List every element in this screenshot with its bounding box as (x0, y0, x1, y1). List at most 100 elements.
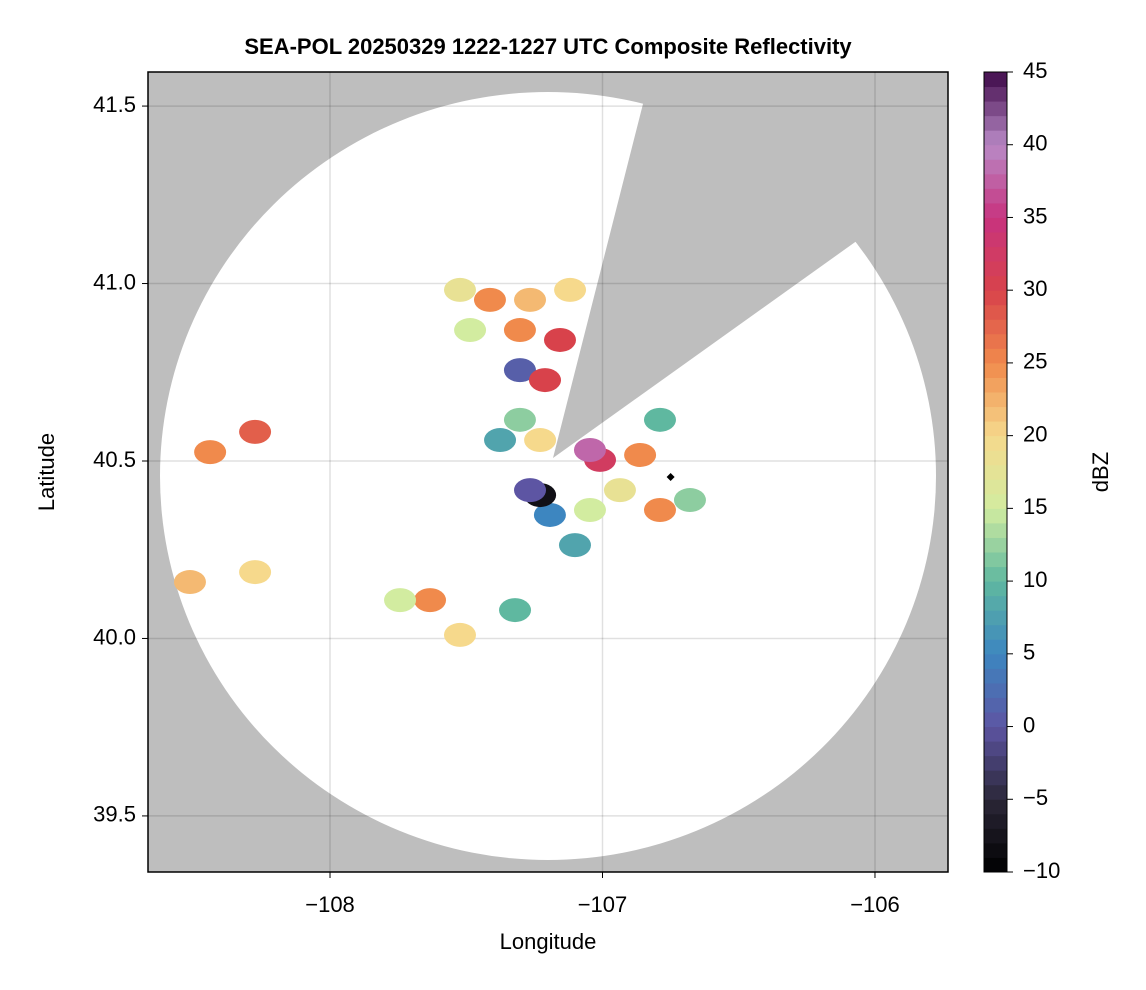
echo-cell (524, 428, 557, 453)
colorbar-tick-label: 30 (1023, 276, 1047, 301)
colorbar-tick-label: −5 (1023, 785, 1048, 810)
echo-cell (603, 478, 636, 503)
echo-cell (384, 588, 417, 613)
colorbar-tick-label: 25 (1023, 349, 1047, 374)
echo-cell (503, 358, 536, 383)
colorbar-tick-label: 35 (1023, 203, 1047, 228)
colorbar-tick-label: 0 (1023, 712, 1035, 737)
colorbar-swatch (984, 202, 1007, 218)
echo-cell (558, 533, 591, 558)
y-tick-label: 41.5 (93, 92, 136, 117)
colorbar-swatch (984, 159, 1007, 175)
y-tick-label: 39.5 (93, 802, 136, 827)
colorbar-swatch (984, 755, 1007, 771)
colorbar-swatch (984, 348, 1007, 364)
colorbar-swatch (984, 406, 1007, 422)
echo-cell (514, 287, 547, 312)
echo-cell (173, 570, 206, 595)
colorbar-swatch (984, 682, 1007, 698)
colorbar-swatch (984, 842, 1007, 858)
echo-cell (443, 622, 476, 647)
colorbar-swatch (984, 144, 1007, 160)
echo-cell (484, 428, 517, 453)
colorbar-swatch (984, 610, 1007, 626)
colorbar-tick-label: 10 (1023, 567, 1047, 592)
colorbar-swatch (984, 101, 1007, 117)
echo-cell (503, 318, 536, 343)
site-marker (666, 472, 675, 481)
colorbar-swatch (984, 566, 1007, 582)
colorbar-swatch (984, 290, 1007, 306)
echo-cell (443, 277, 476, 302)
echo-cell (503, 407, 536, 432)
colorbar-swatch (984, 362, 1007, 378)
y-tick-label: 41.0 (93, 269, 136, 294)
colorbar-swatch (984, 435, 1007, 451)
echo-cell (499, 598, 532, 623)
colorbar-swatch (984, 86, 1007, 102)
echo-cell (514, 478, 547, 503)
colorbar-swatch (984, 232, 1007, 248)
echo-cell (673, 488, 706, 513)
y-axis-label: Latitude (34, 433, 59, 511)
echo-cell (473, 287, 506, 312)
echo-cell (414, 588, 447, 613)
colorbar-frame (983, 71, 1008, 873)
echo-cell (643, 497, 676, 522)
colorbar-tick-label: 40 (1023, 131, 1047, 156)
colorbar-swatch (984, 130, 1007, 146)
colorbar-swatch (984, 813, 1007, 829)
colorbar-swatch (984, 392, 1007, 408)
echo-cell (554, 277, 587, 302)
x-tick-label: −107 (578, 892, 628, 917)
colorbar-swatch (984, 275, 1007, 291)
colorbar-tick-label: 45 (1023, 58, 1047, 83)
colorbar-swatch (984, 537, 1007, 553)
echo-cell (194, 440, 227, 465)
echo-cell (573, 437, 606, 462)
colorbar-tick-label: 20 (1023, 421, 1047, 446)
echo-cell (454, 318, 487, 343)
colorbar-swatch (984, 799, 1007, 815)
y-tick-label: 40.0 (93, 624, 136, 649)
echo-cell (239, 560, 272, 585)
colorbar-label: dBZ (1088, 452, 1113, 492)
colorbar-swatch (984, 479, 1007, 495)
colorbar-swatch (984, 217, 1007, 233)
colorbar-swatch (984, 828, 1007, 844)
colorbar-swatch (984, 595, 1007, 611)
colorbar-swatch (984, 741, 1007, 757)
colorbar-swatch (984, 115, 1007, 131)
colorbar-swatch (984, 333, 1007, 349)
colorbar-swatch (984, 770, 1007, 786)
colorbar-swatch (984, 421, 1007, 437)
colorbar-tick-label: 15 (1023, 494, 1047, 519)
x-axis-label: Longitude (500, 929, 597, 954)
colorbar-swatch (984, 653, 1007, 669)
colorbar-swatch (984, 857, 1007, 873)
echo-cell (529, 368, 562, 393)
colorbar-swatch (984, 552, 1007, 568)
colorbar-swatch (984, 726, 1007, 742)
colorbar-swatch (984, 581, 1007, 597)
colorbar-swatch (984, 246, 1007, 262)
x-tick-label: −108 (305, 892, 355, 917)
colorbar-swatch (984, 784, 1007, 800)
x-tick-label: −106 (850, 892, 900, 917)
echo-cell (543, 327, 576, 352)
colorbar-swatch (984, 319, 1007, 335)
echo-cell (573, 497, 606, 522)
colorbar-swatch (984, 173, 1007, 189)
colorbar-swatch (984, 508, 1007, 524)
colorbar-swatch (984, 624, 1007, 640)
chart-title: SEA-POL 20250329 1222-1227 UTC Composite… (244, 34, 852, 59)
colorbar-swatch (984, 668, 1007, 684)
colorbar-swatch (984, 377, 1007, 393)
echo-cell (533, 502, 566, 527)
colorbar-swatch (984, 493, 1007, 509)
plot-frame (147, 71, 949, 873)
colorbar-swatch (984, 712, 1007, 728)
colorbar-swatch (984, 522, 1007, 538)
colorbar-swatch (984, 188, 1007, 204)
